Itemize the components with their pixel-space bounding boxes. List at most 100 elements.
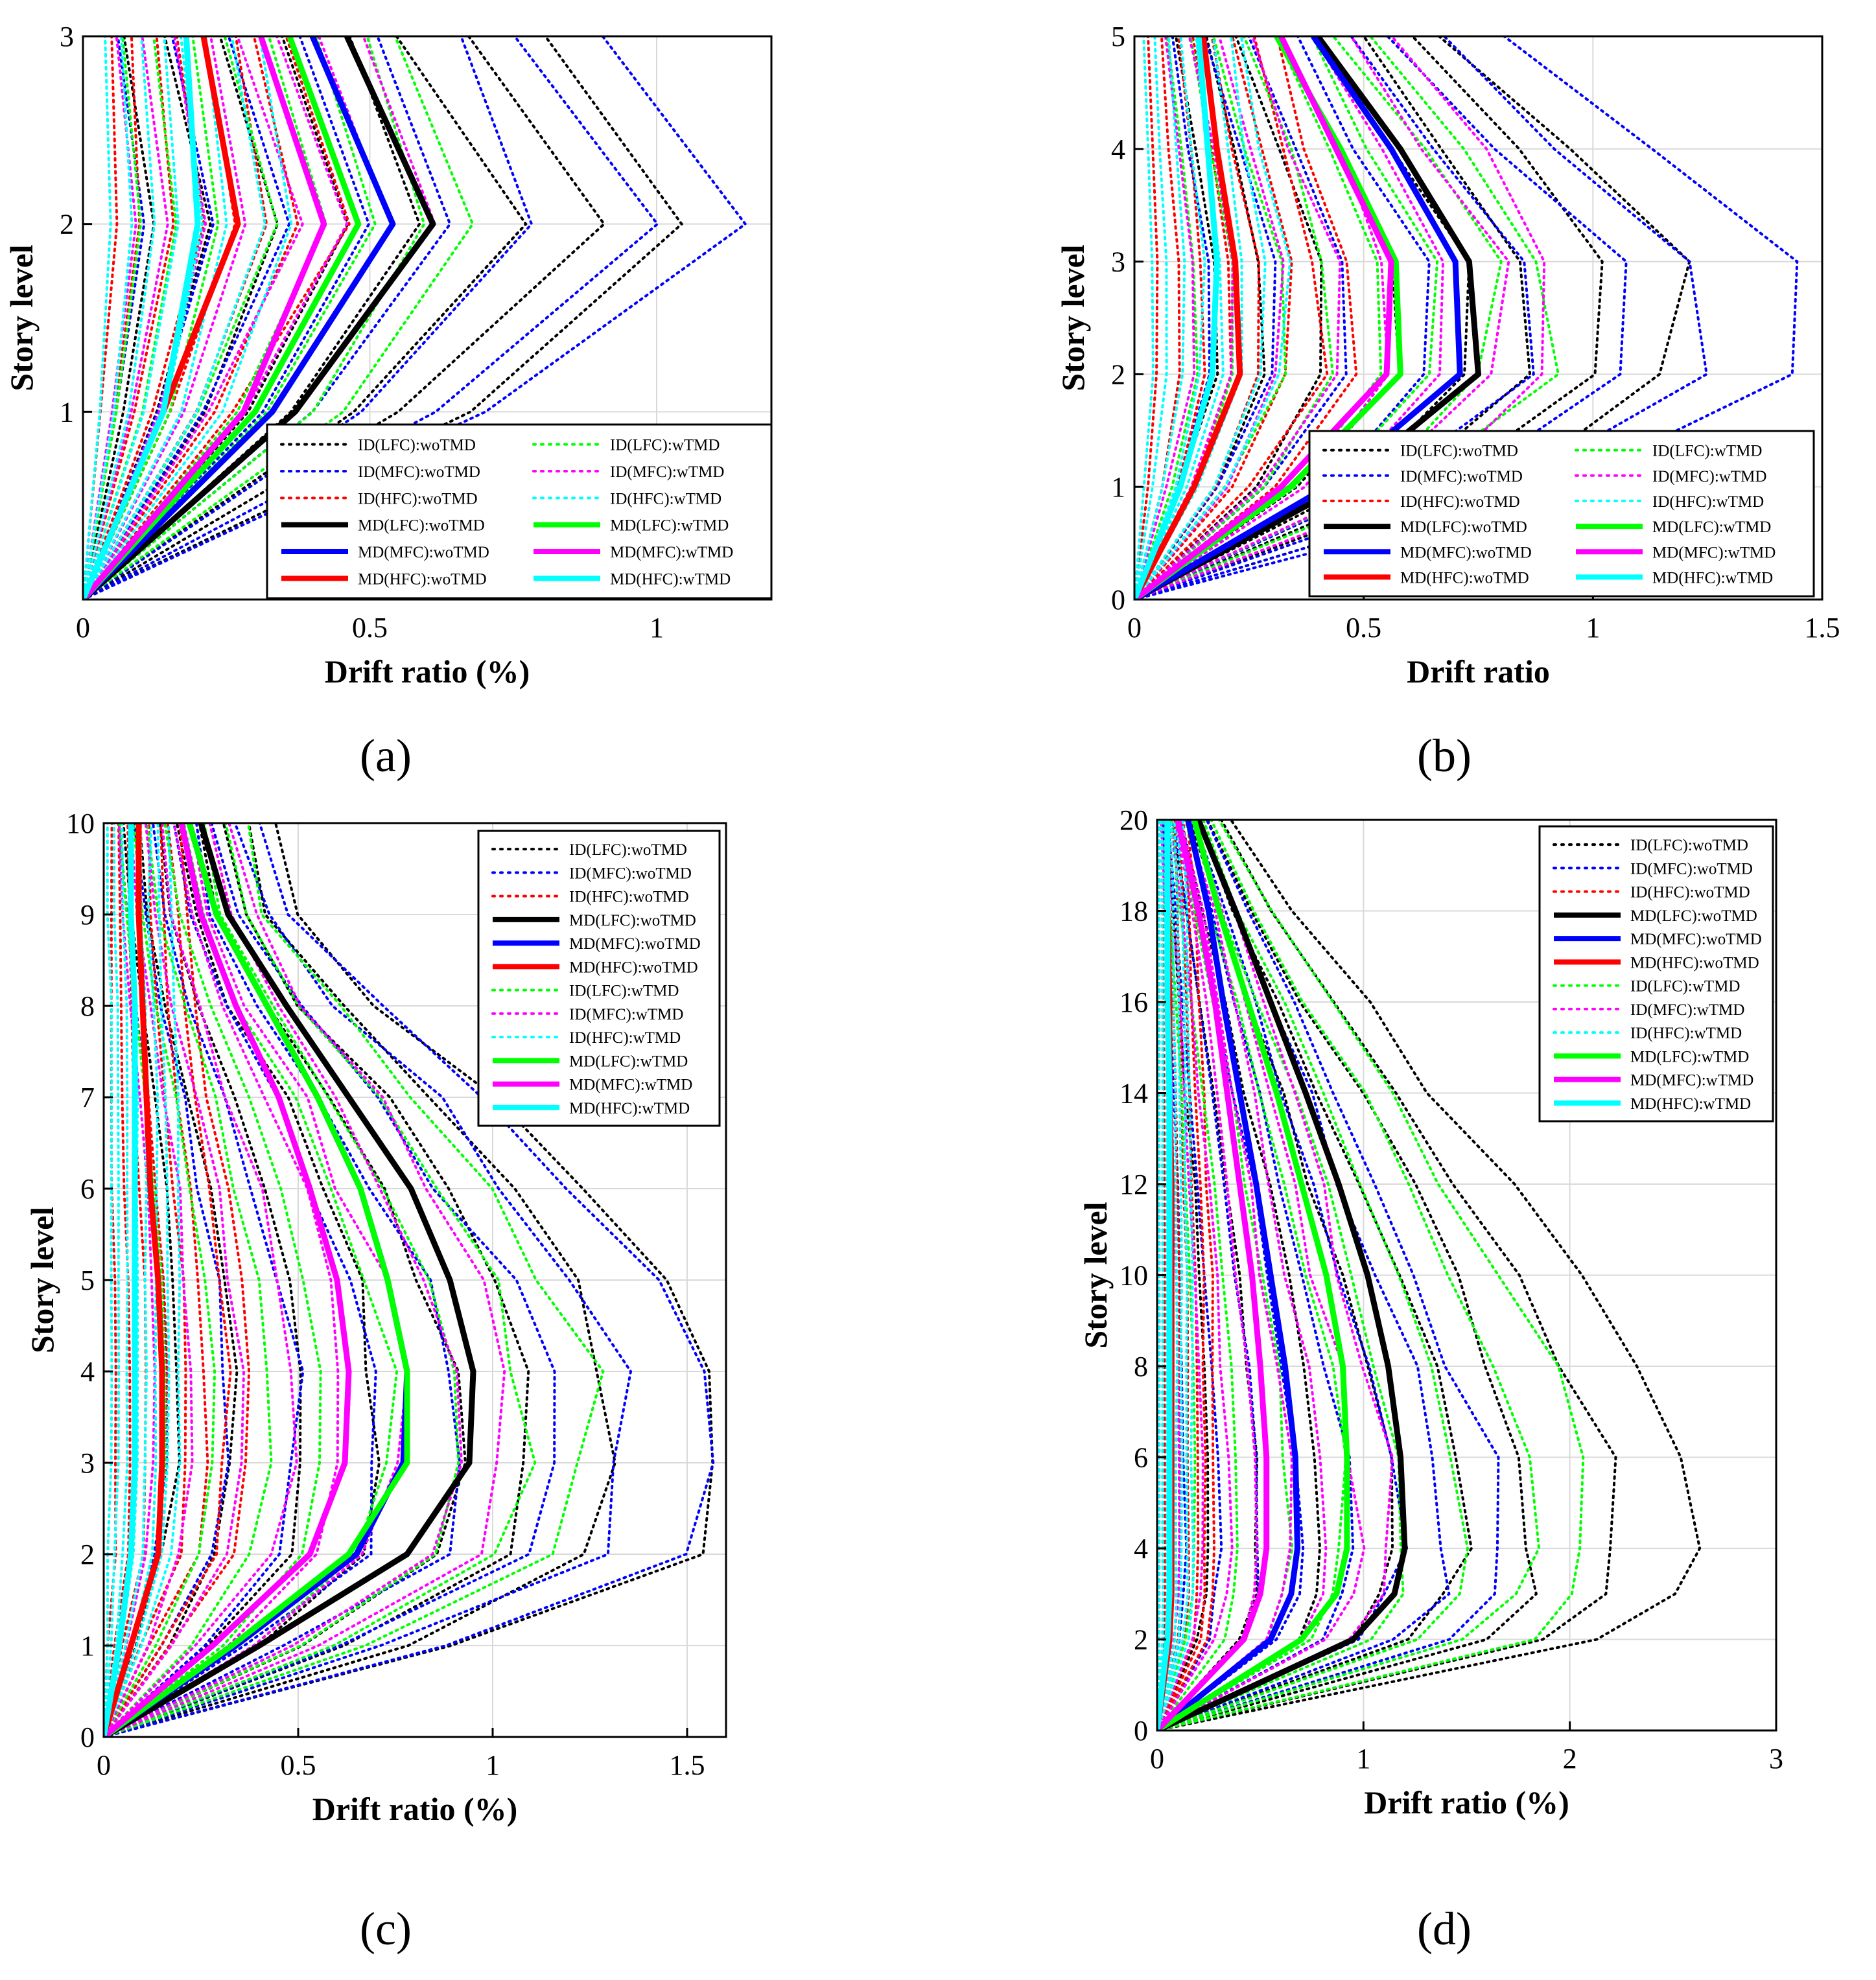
legend-entry-label: MD(MFC):woTMD: [569, 935, 701, 953]
individual-record-line: [1134, 36, 1199, 600]
individual-record-line: [104, 823, 460, 1737]
axes-frame: [1133, 35, 1823, 601]
x-axis-title: Drift ratio (%): [1364, 1784, 1569, 1821]
series-group: [104, 823, 715, 1737]
individual-record-line: [83, 36, 143, 600]
y-tick-label: 2: [1134, 1624, 1148, 1656]
x-tick-label: 1: [1356, 1743, 1370, 1775]
individual-record-line: [83, 36, 426, 600]
individual-record-line: [1134, 36, 1799, 600]
panel-a: 0 0.5 1 1 2 3 Drift ratio (%) Story level ID(LFC…: [3, 21, 773, 690]
individual-record-line: [83, 36, 533, 600]
individual-record-line: [104, 823, 273, 1737]
individual-record-line: [83, 36, 291, 600]
individual-record-line: [104, 823, 537, 1737]
mean-drift-line: [83, 36, 201, 600]
individual-record-line: [104, 823, 463, 1737]
individual-record-line: [83, 36, 606, 600]
individual-record-line: [1134, 36, 1243, 600]
legend-entry-label: ID(MFC):woTMD: [358, 463, 480, 481]
y-tick-label: 4: [1134, 1533, 1148, 1565]
y-tick-label: 0: [80, 1721, 95, 1753]
y-tick-label: 5: [80, 1264, 95, 1296]
individual-record-line: [1157, 820, 1167, 1730]
y-tick-label: 10: [1120, 1260, 1148, 1292]
y-tick-label: 14: [1120, 1078, 1148, 1110]
individual-record-line: [83, 36, 293, 600]
individual-record-line: [104, 823, 715, 1737]
individual-record-line: [104, 823, 714, 1737]
individual-record-line: [104, 823, 246, 1737]
individual-record-line: [83, 36, 228, 600]
legend-entry-label: ID(LFC):woTMD: [1630, 837, 1748, 854]
legend-entry-label: ID(MFC):wTMD: [1652, 468, 1766, 485]
axes-frame: [82, 35, 773, 601]
y-axis-title: Story level: [3, 244, 40, 391]
legend-entry-label: ID(MFC):woTMD: [569, 865, 692, 882]
x-tick-label: 2: [1563, 1743, 1577, 1775]
panel-label-d: (d): [1417, 1903, 1471, 1955]
legend-entry-label: ID(LFC):wTMD: [610, 437, 720, 454]
legend-entry-label: ID(HFC):wTMD: [610, 490, 721, 507]
y-tick-label: 2: [80, 1539, 95, 1570]
y-tick-label: 6: [80, 1173, 95, 1205]
individual-record-line: [1157, 820, 1328, 1730]
y-tick-label: 4: [1111, 134, 1125, 165]
x-tick-label: 1: [1586, 612, 1600, 644]
individual-record-line: [104, 823, 340, 1737]
individual-record-line: [1134, 36, 1292, 600]
panel-label-b: (b): [1417, 730, 1471, 782]
legend-entry-label: MD(HFC):wTMD: [610, 570, 731, 588]
legend-entry-label: MD(MFC):woTMD: [1400, 544, 1532, 561]
x-axis-title: Drift ratio (%): [325, 653, 530, 690]
mean-drift-line: [83, 36, 362, 600]
individual-record-line: [1157, 820, 1541, 1730]
legend-entry-label: ID(HFC):wTMD: [1630, 1025, 1742, 1042]
individual-record-line: [1134, 36, 1329, 600]
y-tick-label: 16: [1120, 986, 1148, 1018]
individual-record-line: [104, 823, 298, 1737]
individual-record-line: [1157, 820, 1223, 1730]
individual-record-line: [1157, 820, 1470, 1730]
y-tick-label: 12: [1120, 1169, 1148, 1200]
individual-record-line: [83, 36, 475, 600]
x-tick-label: 3: [1769, 1743, 1783, 1775]
mean-drift-line: [1157, 820, 1300, 1730]
individual-record-line: [1157, 820, 1178, 1730]
individual-record-line: [1134, 36, 1532, 600]
individual-record-line: [104, 823, 616, 1737]
mean-drift-line: [104, 823, 352, 1737]
individual-record-line: [104, 823, 239, 1737]
series-group: [1157, 820, 1702, 1730]
mean-drift-line: [1134, 36, 1463, 600]
x-tick-label: 0: [97, 1749, 111, 1781]
x-tick-label: 0: [76, 612, 90, 644]
y-tick-label: 7: [80, 1082, 95, 1113]
individual-record-line: [1157, 820, 1473, 1730]
mean-drift-line: [83, 36, 396, 600]
mean-drift-line: [1157, 820, 1408, 1730]
legend-entry-label: MD(HFC):wTMD: [569, 1100, 690, 1117]
individual-record-line: [104, 823, 170, 1737]
mean-drift-line: [104, 823, 410, 1737]
individual-record-line: [1134, 36, 1186, 600]
individual-record-line: [1134, 36, 1358, 600]
y-tick-label: 3: [80, 1447, 95, 1479]
legend-entry-label: ID(MFC):woTMD: [1630, 860, 1753, 878]
individual-record-line: [83, 36, 266, 600]
individual-record-line: [1157, 820, 1195, 1730]
legend-entry-label: MD(HFC):woTMD: [1400, 569, 1529, 587]
individual-record-line: [104, 823, 605, 1737]
legend-entry-label: MD(MFC):wTMD: [610, 544, 733, 561]
legend-entry-label: ID(LFC):woTMD: [1400, 443, 1518, 460]
series-group: [83, 36, 747, 600]
mean-drift-line: [1134, 36, 1220, 600]
individual-record-line: [83, 36, 351, 600]
individual-record-line: [104, 823, 322, 1737]
y-tick-label: 0: [1111, 584, 1125, 616]
individual-record-line: [83, 36, 134, 600]
x-axis-title: Drift ratio (%): [312, 1791, 518, 1827]
legend-entry-label: MD(HFC):woTMD: [569, 959, 698, 976]
individual-record-line: [104, 823, 302, 1737]
